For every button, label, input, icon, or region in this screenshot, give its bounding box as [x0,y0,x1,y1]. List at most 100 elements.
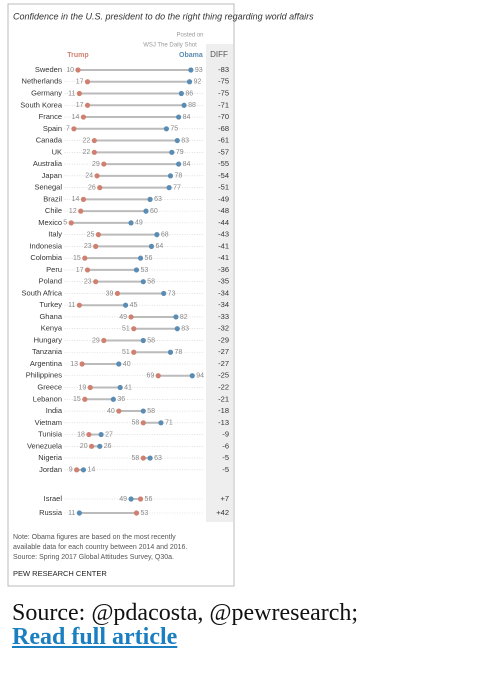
country-label: Tanzania [32,347,63,356]
value-label: 58 [131,455,139,462]
diff-label: -22 [218,383,229,392]
country-label: Mexico [38,218,62,227]
dot [147,196,153,202]
diff-label: -27 [218,359,229,368]
country-label: Argentina [30,359,63,368]
value-label: 23 [84,243,92,250]
value-label: 53 [140,267,148,274]
diff-label: -34 [218,288,229,297]
value-label: 26 [88,184,96,191]
value-label: 84 [183,161,191,168]
country-label: Tunisia [38,430,63,439]
dot [97,185,103,191]
diff-label: -41 [218,241,229,250]
value-label: 94 [196,373,204,380]
dot [114,290,121,297]
dot [189,373,195,379]
diff-label: -25 [218,371,229,380]
dot [147,455,153,461]
country-label: Japan [42,171,62,180]
country-label: UK [52,147,62,156]
value-label: 83 [181,137,189,144]
dot [80,114,87,120]
diff-label: -61 [218,136,229,145]
dot [176,114,182,120]
dot [76,90,82,97]
diff-label: -29 [218,335,229,344]
dot [68,220,74,226]
diff-label: -18 [218,406,229,415]
dot [98,431,104,438]
diff-label: -43 [218,230,229,239]
dot [154,232,160,238]
country-label: Colombia [30,253,63,262]
country-label: Ghana [39,312,62,321]
country-label: Indonesia [29,241,62,250]
country-label: Peru [46,265,62,274]
value-label: 11 [68,510,75,517]
dot [78,208,84,214]
value-label: 19 [78,384,86,391]
value-label: 29 [92,337,100,344]
value-label: 78 [174,173,182,180]
dot [87,384,93,391]
dot [158,420,164,426]
value-label: 49 [119,314,127,321]
value-label: 69 [146,373,154,380]
read-link[interactable]: Read full article [12,624,178,650]
value-label: 77 [173,184,181,191]
dot [137,255,144,261]
value-label: 23 [84,279,92,286]
value-label: 78 [174,349,182,356]
dot [163,126,169,132]
dot [169,149,175,155]
dot [79,361,85,367]
value-label: 64 [155,243,163,250]
country-label: South Africa [22,288,63,297]
country-label: Nigeria [38,453,63,462]
dot [93,279,99,285]
value-label: 13 [70,361,78,368]
dot [188,67,194,73]
dot [101,337,107,344]
value-label: 40 [107,408,115,415]
value-label: 88 [188,102,196,109]
value-label: 24 [85,173,93,180]
value-label: 58 [147,337,155,344]
value-label: 45 [130,302,138,309]
value-label: 15 [73,255,81,262]
value-label: 10 [66,67,74,74]
country-label: Sweden [35,65,62,74]
dot [128,314,134,320]
country-label: Brazil [43,194,62,203]
country-label: Turkey [39,300,62,309]
diff-label: -83 [218,65,229,74]
value-label: 25 [87,231,95,238]
value-label: 27 [105,431,113,438]
country-label: Kenya [41,324,63,333]
dot [137,496,144,502]
dot [140,279,146,285]
value-label: 63 [154,196,162,203]
dot [75,67,81,73]
value-label: 17 [76,79,84,86]
diff-label: -49 [218,194,229,203]
diff-label: -35 [218,277,229,286]
country-label: Russia [39,508,63,517]
dot [91,137,97,144]
dot [131,349,137,355]
note: available data for each country between … [13,544,187,551]
diff-label: -71 [218,100,229,109]
dot [76,510,82,516]
country-label: Venezuela [27,441,63,450]
value-label: 17 [76,267,84,274]
watermark: WSJ The Daily Shot [143,43,197,49]
dot [176,161,182,167]
country-label: India [46,406,63,415]
chart-title: Confidence in the U.S. president to do t… [13,11,314,21]
dot [84,79,91,85]
country-label: Poland [39,277,62,286]
dot [148,243,155,249]
diff-label: -32 [218,324,229,333]
